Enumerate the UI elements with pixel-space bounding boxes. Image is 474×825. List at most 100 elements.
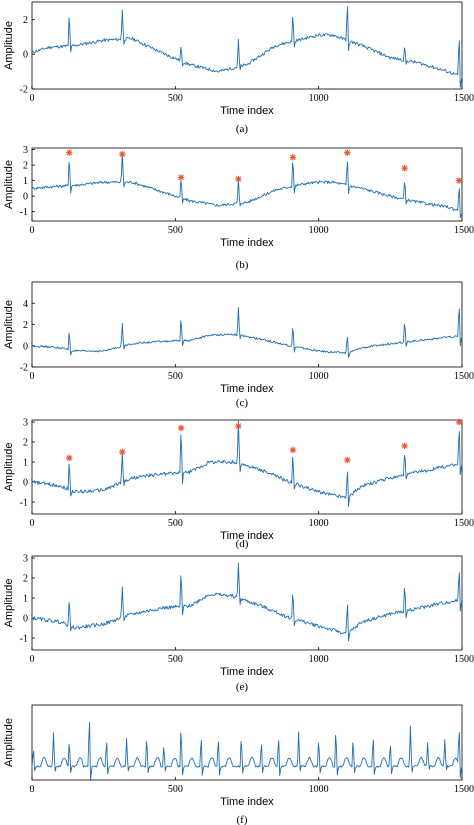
- x-tick-label: 1500: [454, 654, 474, 665]
- peak-marker: [401, 164, 408, 172]
- peak-marker-stroke: [401, 165, 408, 171]
- y-axis-label: Amplitude: [3, 300, 15, 349]
- peak-marker-stroke: [290, 154, 296, 161]
- y-tick-label: 2: [23, 320, 28, 331]
- peak-marker: [401, 442, 408, 450]
- peak-marker-stroke: [344, 149, 351, 156]
- plot-frame: [31, 147, 463, 222]
- peak-marker: [289, 154, 297, 161]
- plot-frame: [31, 281, 463, 368]
- y-tick-label: 2: [23, 438, 28, 449]
- y-tick-label: 2: [23, 574, 28, 585]
- panel-caption: (d): [236, 538, 249, 550]
- peak-marker: [344, 456, 351, 464]
- plot-frame: [31, 704, 463, 781]
- x-tick-label: 500: [168, 225, 183, 236]
- x-tick-label: 1000: [309, 225, 329, 236]
- x-tick-label: 1000: [309, 518, 329, 529]
- panel-caption: (e): [236, 681, 249, 693]
- x-tick-label: 1000: [309, 371, 329, 382]
- x-axis-label: Time index: [220, 666, 274, 678]
- peak-marker-stroke: [178, 174, 184, 181]
- peak-marker: [455, 418, 463, 426]
- y-tick-label: 0: [23, 341, 28, 352]
- x-axis-label: Time index: [220, 383, 274, 395]
- x-tick-label: 0: [30, 371, 35, 382]
- y-axis-label: Amplitude: [3, 160, 15, 209]
- series-line: [31, 721, 463, 782]
- panel-caption: (a): [236, 123, 249, 135]
- peak-marker: [66, 149, 73, 156]
- peak-marker-stroke: [119, 449, 126, 455]
- peak-marker: [119, 151, 126, 158]
- y-axis-label: Amplitude: [3, 443, 15, 492]
- panel-f: 0 500 1000 1500 Time index Amplitude (f): [3, 704, 474, 825]
- y-tick-label: 0: [23, 192, 28, 203]
- peak-marker: [177, 424, 185, 432]
- y-tick-label: 2: [23, 161, 28, 172]
- x-axis-label: Time index: [220, 237, 274, 249]
- y-tick-label: 3: [23, 145, 28, 156]
- x-tick-label: 0: [30, 518, 35, 529]
- peak-marker: [344, 149, 351, 156]
- x-tick-label: 0: [30, 93, 35, 104]
- y-tick-label: 2: [23, 15, 28, 26]
- y-tick-label: 4: [23, 299, 28, 310]
- y-axis-label: Amplitude: [3, 21, 15, 70]
- plot-frame: [31, 555, 463, 651]
- x-tick-label: 1000: [309, 93, 329, 104]
- y-tick-label: -1: [20, 207, 28, 218]
- peak-marker-stroke: [119, 151, 126, 158]
- series-line: [31, 306, 463, 358]
- peak-marker-stroke: [401, 443, 408, 449]
- y-tick-label: 1: [23, 458, 28, 469]
- peak-marker-stroke: [66, 149, 73, 156]
- x-axis-label: Time index: [220, 105, 274, 117]
- peak-marker: [235, 175, 242, 183]
- plot-frame: [31, 419, 463, 515]
- y-tick-label: -2: [20, 363, 28, 374]
- peak-marker: [235, 422, 242, 430]
- peak-marker-stroke: [235, 423, 242, 429]
- x-tick-label: 0: [30, 654, 35, 665]
- x-tick-label: 1500: [454, 93, 474, 104]
- y-tick-label: -1: [20, 498, 28, 509]
- peak-marker: [455, 177, 463, 184]
- series-line: [31, 6, 463, 88]
- x-tick-label: 1500: [454, 225, 474, 236]
- y-tick-label: -2: [20, 85, 28, 96]
- y-tick-label: 3: [23, 418, 28, 429]
- plot-frame: [31, 1, 463, 90]
- y-tick-label: 0: [23, 478, 28, 489]
- y-tick-label: 0: [23, 50, 28, 61]
- panel-caption: (f): [237, 814, 248, 825]
- x-tick-label: 500: [168, 784, 183, 795]
- series-line: [31, 562, 463, 642]
- x-tick-label: 500: [168, 371, 183, 382]
- series-line: [31, 419, 463, 507]
- y-tick-label: 0: [23, 614, 28, 625]
- panel-caption: (b): [236, 259, 249, 271]
- y-tick-label: -1: [20, 634, 28, 645]
- peak-marker: [119, 448, 126, 456]
- x-tick-label: 1500: [454, 518, 474, 529]
- peak-marker: [66, 454, 73, 462]
- peak-marker-stroke: [456, 177, 462, 184]
- y-tick-label: 1: [23, 176, 28, 187]
- x-axis-label: Time index: [220, 796, 274, 808]
- y-tick-label: 1: [23, 594, 28, 605]
- peak-marker: [177, 174, 185, 181]
- peak-marker-stroke: [235, 176, 242, 182]
- peak-marker: [289, 446, 297, 454]
- x-tick-label: 0: [30, 784, 35, 795]
- y-axis-label: Amplitude: [3, 718, 15, 767]
- y-tick-label: 3: [23, 554, 28, 565]
- x-tick-label: 500: [168, 654, 183, 665]
- y-axis-label: Amplitude: [3, 579, 15, 628]
- x-tick-label: 500: [168, 518, 183, 529]
